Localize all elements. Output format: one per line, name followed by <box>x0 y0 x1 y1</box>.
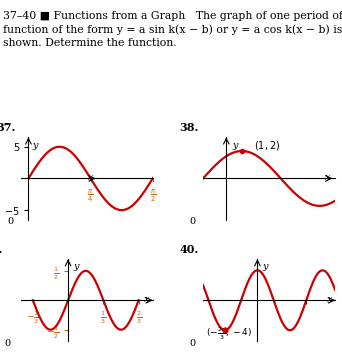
Text: 0: 0 <box>7 217 13 226</box>
Text: x: x <box>325 173 331 182</box>
Text: 0: 0 <box>190 217 196 226</box>
Text: 37–40 ■ Functions from a Graph   The graph of one period of a
function of the fo: 37–40 ■ Functions from a Graph The graph… <box>3 11 342 48</box>
Text: y: y <box>262 262 267 271</box>
Text: y: y <box>233 140 238 150</box>
Text: 38.: 38. <box>179 122 199 133</box>
Text: 40.: 40. <box>179 244 198 254</box>
Text: y: y <box>32 140 38 150</box>
Text: $(-\frac{2\pi}{3}, -4)$: $(-\frac{2\pi}{3}, -4)$ <box>206 326 252 342</box>
Text: 0: 0 <box>190 339 196 348</box>
Text: x: x <box>327 295 332 303</box>
Text: 37.: 37. <box>0 122 16 133</box>
Text: x: x <box>88 173 93 182</box>
Text: x: x <box>144 295 149 303</box>
Text: $(1, 2)$: $(1, 2)$ <box>254 139 280 152</box>
Text: y: y <box>73 262 79 271</box>
Text: 39.: 39. <box>0 244 3 254</box>
Text: 0: 0 <box>5 339 11 348</box>
